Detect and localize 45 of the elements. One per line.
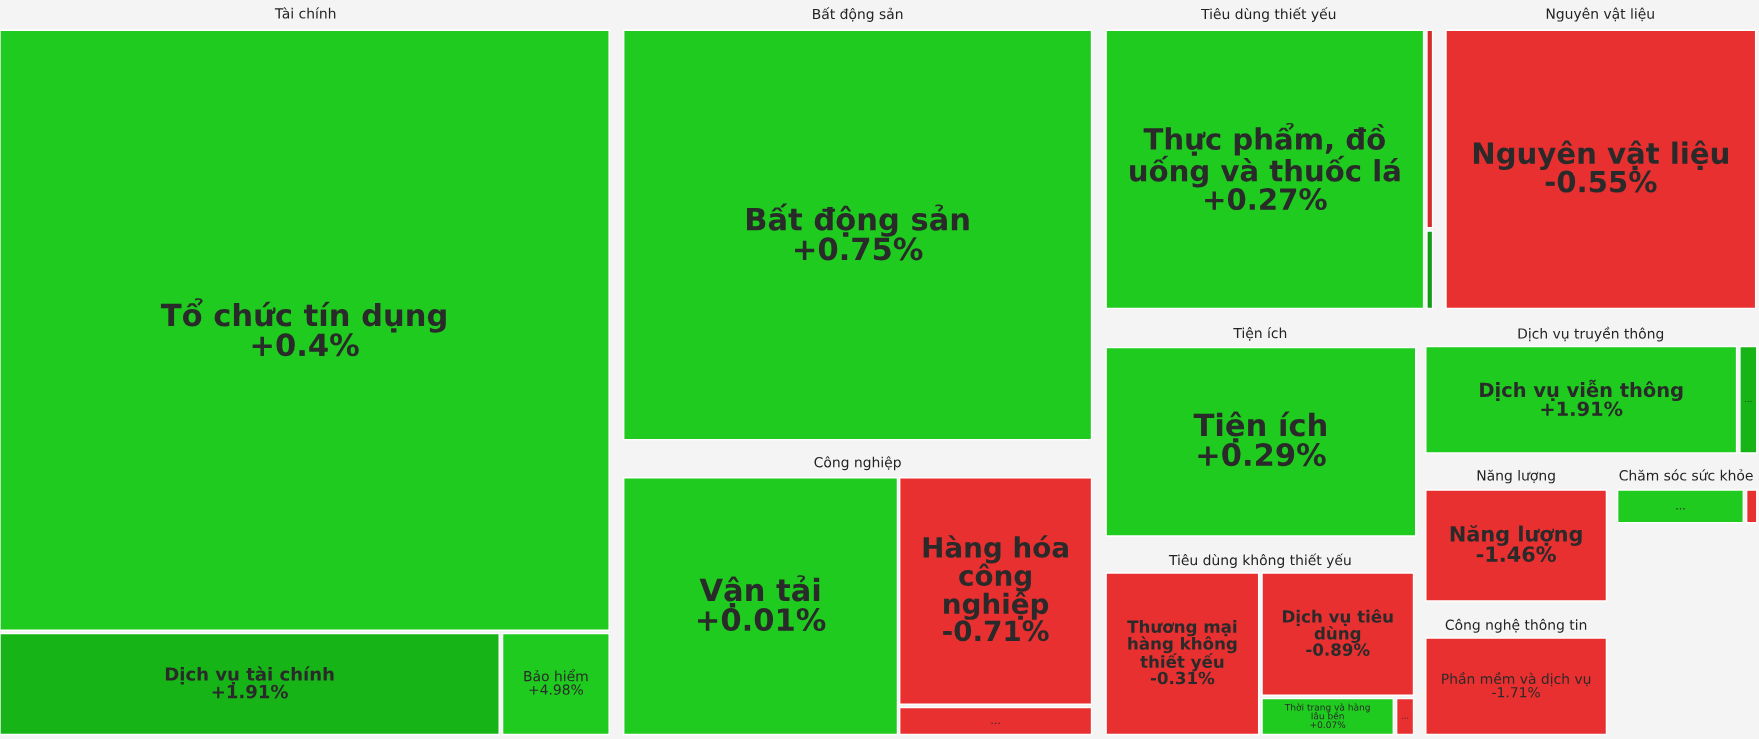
category-label: Thực phẩm, đồ uống và thuốc lá [1130,122,1400,188]
category-label: ... [991,722,1000,725]
text: Tiêu dùng không thiết yếu [1168,553,1351,569]
text: Tiêu dùng thiết yếu [1201,7,1336,22]
data-label: +1.91% [212,684,288,699]
text: Tiện ích [1233,327,1287,341]
text: Tài chính [274,7,336,19]
category-label: ... [1676,508,1685,510]
category-label: Nguyên vật liệu [1473,140,1728,171]
category-label: Thương mại hàng không thiết yếu [1127,620,1237,672]
text: Nguyên vật liệu [1546,7,1654,22]
data-label: -0.31% [1150,671,1215,685]
text: Bất động sản [813,7,903,22]
text: Dịch vụ truyền thông [1518,326,1664,342]
data-label: +0.4% [252,333,359,357]
text: Công nghiệp [814,456,901,471]
data-label: -1.71% [1492,686,1540,698]
category-label: Dịch vụ tài chính [165,666,334,685]
data-label: +0.29% [1198,443,1326,467]
category-label: Dịch vụ viễn thông [1480,379,1683,402]
data-label: +0.07% [1310,721,1346,729]
data-label: -0.89% [1306,643,1370,656]
text: Công nghệ thông tin [1445,618,1587,633]
text: Chăm sóc sức khỏe [1619,469,1753,481]
category-label: Hàng hóa công nghiệp [923,535,1068,620]
category-label: ... [1745,401,1752,403]
category-label: Năng lượng [1450,525,1582,546]
category-label: Bảo hiểm [524,669,588,682]
data-label: +0.75% [795,237,923,261]
data-label: +0.27% [1205,188,1327,211]
data-label: +0.01% [698,608,826,632]
category-label: Phần mềm và dịch vụ [1442,672,1591,687]
data-label: -0.55% [1545,170,1657,193]
category-label: Tiện ích [1193,411,1326,443]
data-label: -1.46% [1476,546,1556,563]
category-label: Thời trang và hàng lâu bền [1284,703,1370,720]
data-label: +4.98% [529,684,583,695]
text: Năng lượng [1477,469,1555,484]
category-label: Tổ chức tín dụng [160,298,446,333]
category-label: Vận tải [699,575,820,608]
data-label: +1.91% [1541,401,1623,417]
category-label: Dịch vụ tiêu dùng [1283,609,1393,643]
category-label: Bất động sản [747,203,969,237]
category-label: ... [1401,717,1409,719]
data-label: -0.71% [943,620,1049,642]
